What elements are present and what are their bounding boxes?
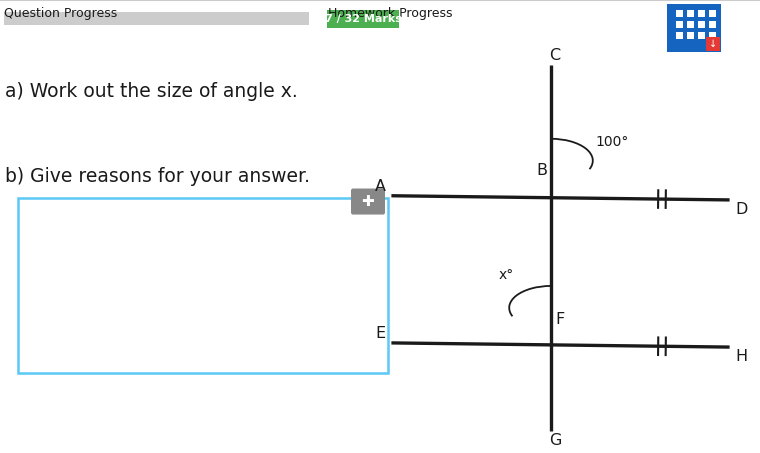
Text: C: C: [549, 48, 561, 63]
Text: H: H: [736, 349, 748, 364]
Bar: [698, 10, 705, 17]
FancyBboxPatch shape: [351, 188, 385, 215]
Bar: [709, 32, 716, 39]
Text: ↓: ↓: [709, 39, 717, 49]
Bar: [687, 21, 694, 28]
Text: ✚: ✚: [362, 194, 375, 209]
Text: x°: x°: [498, 268, 514, 282]
Bar: [4, 12, 309, 25]
FancyBboxPatch shape: [18, 198, 388, 373]
Text: Question Progress: Question Progress: [4, 7, 117, 20]
Bar: [698, 32, 705, 39]
Bar: [4, 12, 164, 25]
Bar: [709, 21, 716, 28]
Text: D: D: [736, 202, 748, 217]
FancyBboxPatch shape: [667, 4, 721, 52]
Text: A: A: [375, 179, 385, 194]
Bar: [698, 21, 705, 28]
Text: G: G: [549, 433, 561, 448]
FancyBboxPatch shape: [327, 10, 399, 28]
Text: B: B: [536, 163, 547, 178]
Bar: [709, 10, 716, 17]
Text: Homework Progress: Homework Progress: [328, 7, 452, 20]
Bar: [687, 32, 694, 39]
Text: 7 / 32 Marks: 7 / 32 Marks: [325, 14, 401, 24]
Bar: [687, 10, 694, 17]
Text: E: E: [375, 326, 385, 341]
FancyBboxPatch shape: [706, 37, 720, 51]
Text: 100°: 100°: [595, 135, 629, 149]
Bar: [676, 32, 683, 39]
Text: F: F: [555, 312, 564, 327]
Bar: [676, 10, 683, 17]
Text: a) Work out the size of angle x.: a) Work out the size of angle x.: [5, 82, 298, 101]
Bar: [676, 21, 683, 28]
Text: b) Give reasons for your answer.: b) Give reasons for your answer.: [5, 168, 310, 187]
